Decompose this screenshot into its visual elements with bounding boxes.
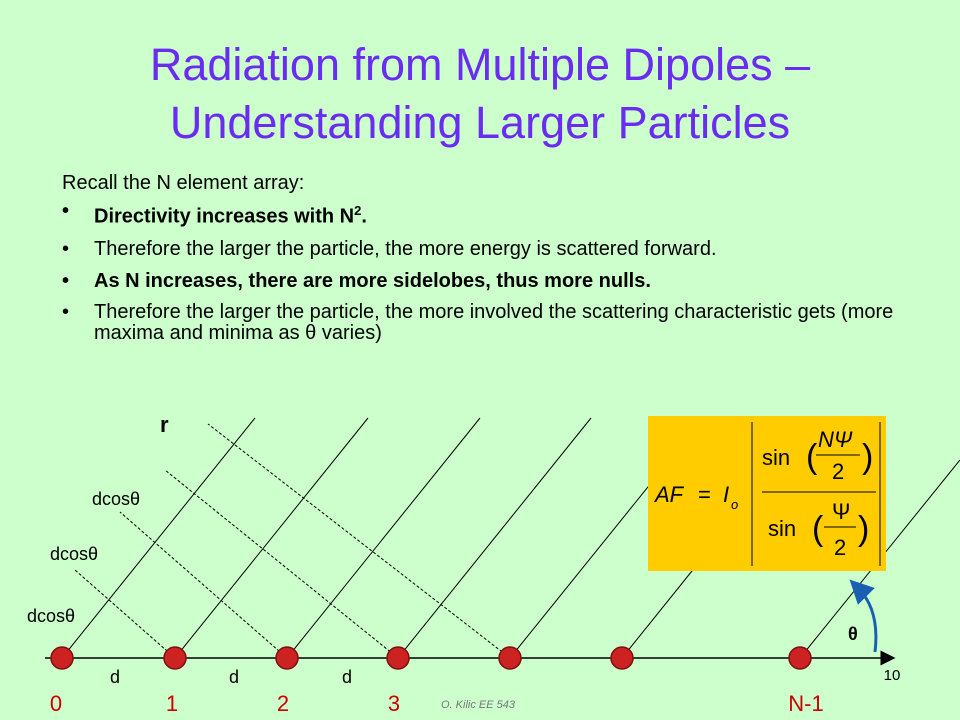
formula-box	[648, 416, 886, 571]
formula-func: sin	[768, 516, 796, 541]
footer: O. Kilic EE 543	[441, 699, 516, 711]
path-difference-lines	[74, 423, 511, 659]
svg-text:(: (	[806, 438, 818, 476]
formula-func: sin	[762, 445, 790, 470]
element-label: 0	[50, 691, 62, 716]
spacing-label: d	[110, 667, 120, 687]
formula: AF = I o sin () NΨ 2 sin () Ψ 2	[653, 422, 881, 566]
r-label: r	[160, 412, 169, 437]
path-label: dcosθ	[50, 544, 98, 564]
formula-den: 2	[832, 459, 844, 484]
title-line: Radiation from Multiple Dipoles –	[149, 39, 811, 90]
dipoles	[50, 646, 812, 670]
formula-den: 2	[834, 535, 846, 560]
formula-num: Ψ	[832, 499, 850, 524]
bullet: As N increases, there are more sidelobes…	[62, 270, 932, 292]
svg-text:): )	[862, 438, 873, 476]
element-label: 3	[388, 691, 400, 716]
bullet: Therefore the larger the particle, the m…	[62, 238, 932, 260]
angle-arrow	[849, 579, 878, 653]
element-label: 1	[166, 691, 178, 716]
bullet-text: Therefore the larger the particle, the m…	[94, 300, 894, 344]
angle-label: θ	[848, 624, 858, 644]
path-label: dcosθ	[92, 489, 140, 509]
formula-num: NΨ	[818, 427, 853, 452]
bullet-tail: .	[361, 205, 367, 228]
bullet-text: Directivity increases with N	[94, 205, 355, 228]
superscript: 2	[354, 203, 362, 218]
title-line: Understanding Larger Particles	[169, 97, 791, 148]
path-label: dcosθ	[27, 606, 75, 626]
formula-lhs: AF	[653, 482, 685, 507]
spacing-label: d	[342, 667, 352, 687]
element-label: N-1	[788, 691, 823, 716]
bullet-text: As N increases, there are more sidelobes…	[94, 269, 651, 292]
bullet-text: Therefore the larger the particle, the m…	[94, 237, 717, 260]
svg-text:): )	[858, 510, 869, 548]
intro: Recall the N element array:	[62, 172, 305, 194]
formula-eq: =	[698, 482, 711, 507]
spacing-label: d	[229, 667, 239, 687]
element-label: 2	[277, 691, 289, 716]
svg-text:(: (	[812, 510, 824, 548]
bullet: Therefore the larger the particle, the m…	[62, 300, 932, 344]
formula-coef: I	[723, 482, 729, 507]
bullet: Directivity increases with N2.	[62, 200, 932, 228]
formula-sub: o	[731, 497, 738, 512]
page-number: 10	[884, 667, 901, 684]
bullet-list: Directivity increases with N2. Therefore…	[62, 190, 932, 344]
